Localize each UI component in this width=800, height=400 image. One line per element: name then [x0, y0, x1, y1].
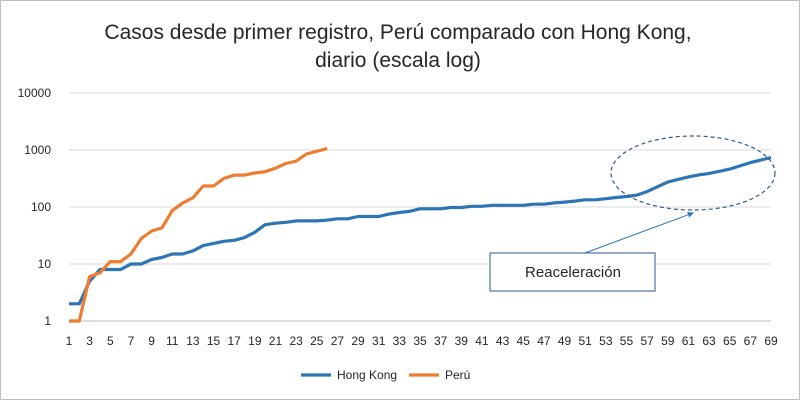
chart-title-line-1: Casos desde primer registro, Perú compar…	[104, 21, 691, 44]
x-tick-label-21: 21	[269, 334, 283, 348]
x-tick-label-47: 47	[537, 334, 551, 348]
reacceleration-ellipse	[610, 135, 776, 211]
y-tick-label-10000: 10000	[18, 86, 52, 100]
x-axis-ticks: 1 3 5 7 9 11 13 15 17 19 21 23 25 27 29 31 33 35 37 39 41 43 4…	[66, 334, 778, 348]
x-tick-label-39: 39	[455, 334, 469, 348]
x-tick-label-23: 23	[289, 334, 303, 348]
chart-title-line-2: diario (escala log)	[315, 49, 481, 72]
legend: Hong Kong Perú	[301, 368, 470, 382]
annotations: Reaceleración	[489, 135, 776, 292]
x-tick-label-41: 41	[475, 334, 489, 348]
y-axis-ticks: 1 10 100 1000 10000	[18, 86, 52, 328]
x-tick-label-1: 1	[66, 334, 73, 348]
x-tick-label-37: 37	[434, 334, 448, 348]
x-tick-label-17: 17	[227, 334, 241, 348]
x-tick-label-65: 65	[723, 334, 737, 348]
series-line-0	[69, 155, 772, 306]
y-tick-label-1: 1	[44, 314, 51, 328]
x-tick-label-5: 5	[107, 334, 114, 348]
x-tick-label-29: 29	[351, 334, 365, 348]
x-tick-label-53: 53	[599, 334, 613, 348]
x-tick-label-3: 3	[86, 334, 93, 348]
x-tick-label-13: 13	[186, 334, 200, 348]
series-line-1	[69, 146, 328, 323]
reacceleration-arrow	[584, 211, 694, 254]
y-tick-label-1000: 1000	[24, 143, 51, 157]
x-tick-label-55: 55	[620, 334, 634, 348]
gridlines	[69, 92, 771, 322]
y-tick-label-100: 100	[31, 200, 51, 214]
x-tick-label-63: 63	[702, 334, 716, 348]
x-tick-label-19: 19	[248, 334, 262, 348]
x-tick-label-67: 67	[744, 334, 758, 348]
x-tick-label-31: 31	[372, 334, 386, 348]
reacceleration-box	[489, 252, 656, 292]
x-tick-label-25: 25	[310, 334, 324, 348]
x-tick-label-59: 59	[661, 334, 675, 348]
series-lines	[69, 146, 772, 323]
x-tick-label-9: 9	[148, 334, 155, 348]
x-tick-label-43: 43	[496, 334, 510, 348]
x-tick-label-51: 51	[578, 334, 592, 348]
x-tick-label-27: 27	[331, 334, 345, 348]
legend-label-1: Perú	[445, 368, 470, 382]
x-tick-label-45: 45	[517, 334, 531, 348]
x-tick-label-49: 49	[558, 334, 572, 348]
reacceleration-label: Reaceleración	[525, 264, 621, 281]
x-tick-label-69: 69	[764, 334, 778, 348]
x-tick-label-15: 15	[207, 334, 221, 348]
x-tick-label-33: 33	[393, 334, 407, 348]
x-tick-label-7: 7	[128, 334, 135, 348]
x-tick-label-57: 57	[640, 334, 654, 348]
x-tick-label-11: 11	[166, 334, 179, 348]
legend-label-0: Hong Kong	[337, 368, 397, 382]
x-tick-label-61: 61	[682, 334, 696, 348]
x-tick-label-35: 35	[413, 334, 427, 348]
y-tick-label-10: 10	[38, 257, 52, 271]
